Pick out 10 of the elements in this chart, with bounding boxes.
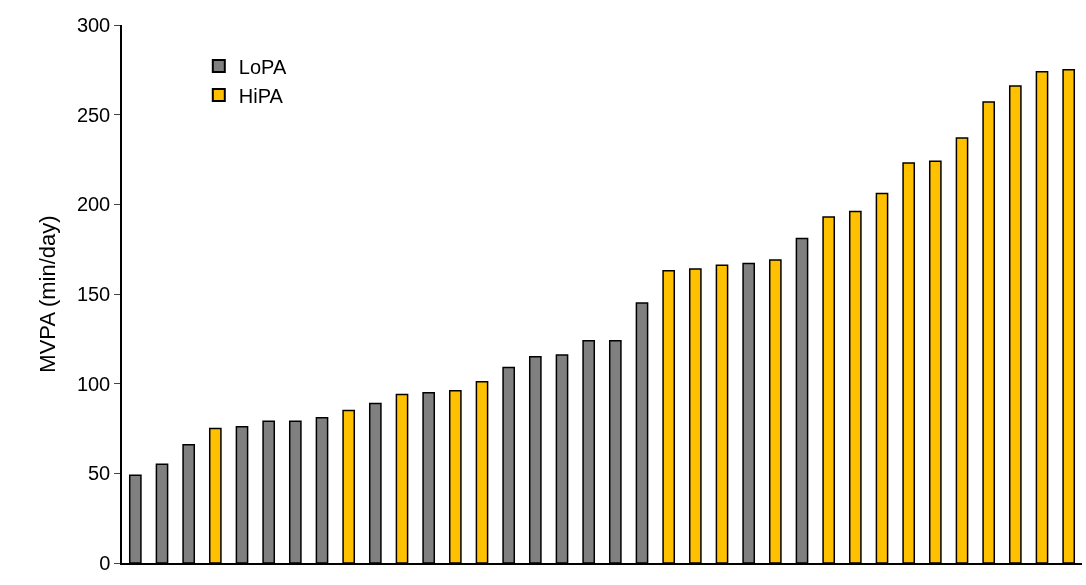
y-tick-label: 250 xyxy=(76,103,111,126)
y-tick-label: 100 xyxy=(76,372,111,395)
y-tick-label: 150 xyxy=(76,283,111,305)
y-tick-label: 0 xyxy=(99,552,111,574)
y-tick-label: 50 xyxy=(88,462,111,485)
y-tick-label: 300 xyxy=(76,14,111,36)
y-tick-label: 200 xyxy=(76,193,111,216)
legend-label: HiPA xyxy=(238,84,284,107)
y-axis-title: MVPA (min/day) xyxy=(35,215,61,373)
legend-label: LoPA xyxy=(238,55,287,78)
